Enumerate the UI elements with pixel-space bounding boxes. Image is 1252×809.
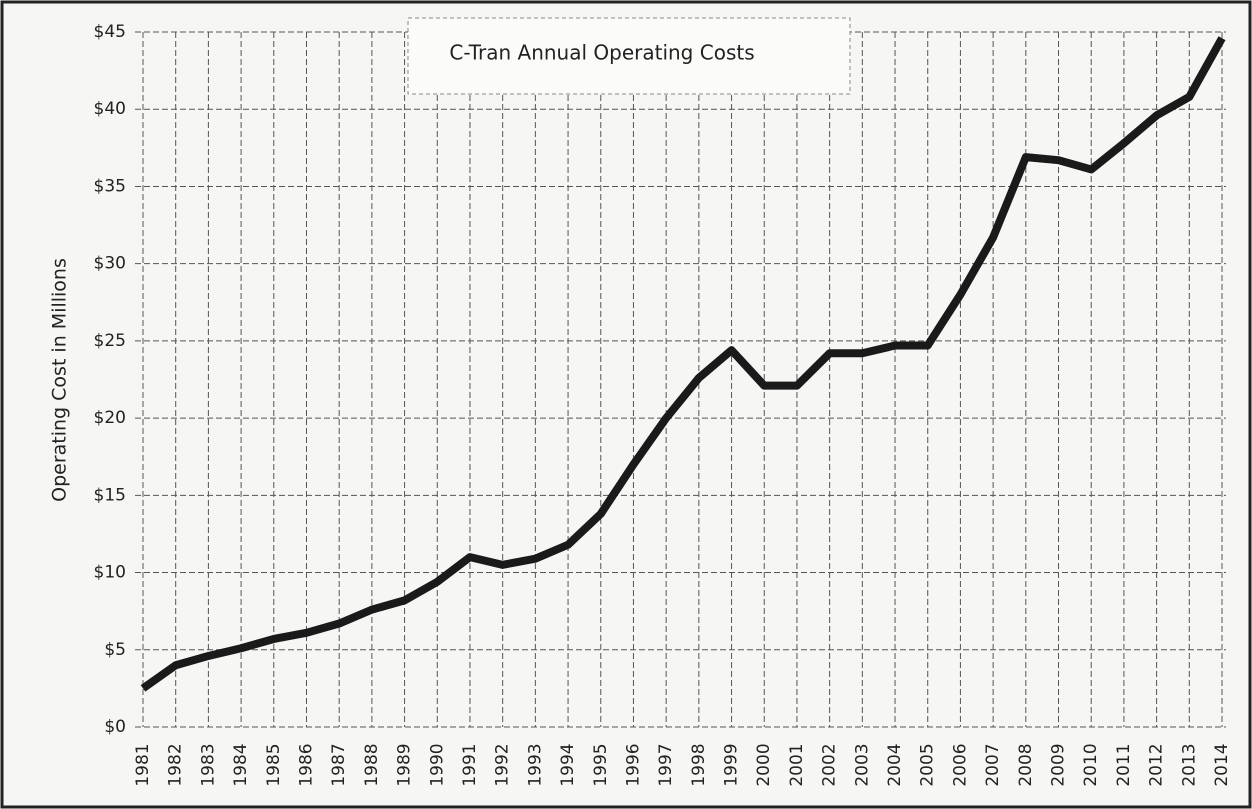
x-tick-label: 1995 bbox=[591, 743, 611, 786]
x-tick-label: 1998 bbox=[689, 743, 709, 786]
x-tick-label: 1994 bbox=[558, 743, 578, 786]
grid bbox=[135, 31, 1226, 728]
x-tick-label: 2005 bbox=[918, 743, 938, 786]
x-tick-label: 2007 bbox=[983, 743, 1003, 786]
x-tick-label: 2004 bbox=[885, 743, 905, 786]
x-tick-label: 1990 bbox=[427, 743, 447, 786]
x-tick-label: 1988 bbox=[362, 743, 382, 786]
x-tick-label: 2009 bbox=[1049, 743, 1069, 786]
x-tick-label: 1997 bbox=[656, 743, 676, 786]
x-tick-label: 1982 bbox=[166, 743, 186, 786]
x-tick-label: 1981 bbox=[133, 743, 153, 786]
y-tick-label: $40 bbox=[94, 99, 126, 119]
x-tick-label: 2001 bbox=[787, 743, 807, 786]
x-tick-label: 1985 bbox=[264, 743, 284, 786]
x-tick-label: 1999 bbox=[722, 743, 742, 786]
y-axis-label: Operating Cost in Millions bbox=[49, 258, 71, 502]
x-tick-label: 2003 bbox=[852, 743, 872, 786]
x-tick-label: 1991 bbox=[460, 743, 480, 786]
y-tick-label: $30 bbox=[94, 254, 126, 274]
x-tick-label: 2011 bbox=[1114, 743, 1134, 786]
y-tick-label: $35 bbox=[94, 176, 126, 196]
y-tick-label: $15 bbox=[94, 485, 126, 505]
x-tick-label: 2002 bbox=[820, 743, 840, 786]
x-tick-label: 1989 bbox=[395, 743, 415, 786]
x-tick-label: 2010 bbox=[1081, 743, 1101, 786]
y-tick-label: $45 bbox=[94, 22, 126, 42]
x-tick-label: 1992 bbox=[493, 743, 513, 786]
x-tick-label: 1984 bbox=[231, 743, 251, 786]
y-tick-label: $0 bbox=[104, 717, 126, 737]
data-line bbox=[140, 36, 1226, 692]
y-tick-label: $20 bbox=[94, 408, 126, 428]
x-tick-label: 2014 bbox=[1212, 743, 1232, 786]
x-tick-label: 2013 bbox=[1179, 743, 1199, 786]
x-tick-label: 1996 bbox=[623, 743, 643, 786]
y-tick-label: $10 bbox=[94, 563, 126, 583]
x-tick-label: 2006 bbox=[950, 743, 970, 786]
x-tick-label: 1993 bbox=[525, 743, 545, 786]
title-box bbox=[407, 17, 851, 95]
x-tick-label: 1987 bbox=[329, 743, 349, 786]
x-tick-label: 2000 bbox=[754, 743, 774, 786]
chart-title: C-Tran Annual Operating Costs bbox=[449, 41, 754, 65]
y-tick-label: $25 bbox=[94, 331, 126, 351]
y-tick-label: $5 bbox=[104, 640, 126, 660]
x-tick-label: 2012 bbox=[1147, 743, 1167, 786]
x-tick-label: 2008 bbox=[1016, 743, 1036, 786]
x-tick-label: 1983 bbox=[198, 743, 218, 786]
x-tick-label: 1986 bbox=[296, 743, 316, 786]
